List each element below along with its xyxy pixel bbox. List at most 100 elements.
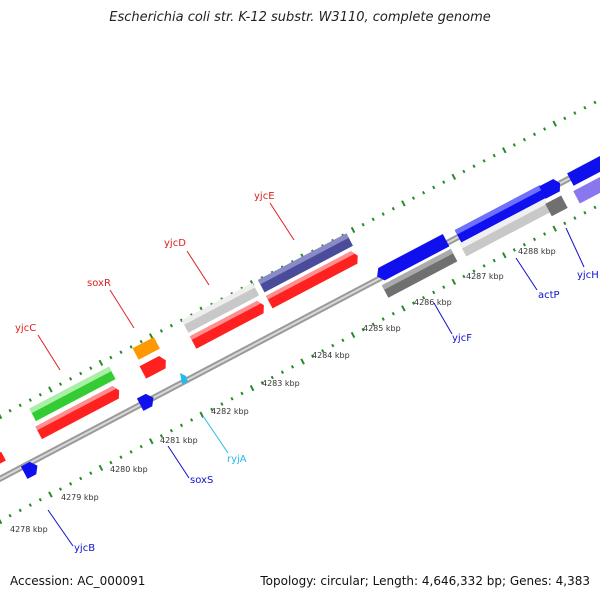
scale-tick — [361, 327, 365, 332]
scale-tick — [543, 127, 547, 131]
scale-tick — [109, 460, 113, 465]
scale-tick — [583, 105, 587, 110]
scale-tick — [573, 111, 577, 115]
scale-tick — [381, 317, 385, 321]
scale-tick — [512, 143, 516, 147]
scale-tick — [18, 508, 22, 513]
scale-label: 4288 kbp — [518, 247, 556, 256]
scale-label: 4278 kbp — [10, 525, 48, 534]
feature-red-1[interactable] — [35, 384, 122, 440]
feature-yjcD-gray[interactable] — [181, 283, 260, 333]
scale-tick — [79, 371, 83, 376]
scale-tick — [109, 355, 113, 360]
scale-tick — [350, 331, 356, 339]
feature-small-blue-arrow[interactable] — [539, 177, 563, 199]
scale-tick — [139, 339, 143, 344]
feature-dark-gray-1[interactable] — [381, 248, 458, 298]
scale-tick — [482, 264, 486, 268]
feature-yjcF-blue[interactable] — [374, 233, 450, 283]
gene-label-yjcE[interactable]: yjcE — [254, 191, 275, 202]
scale-tick — [442, 180, 446, 184]
gene-label-soxS[interactable]: soxS — [190, 475, 213, 486]
scale-tick — [522, 137, 526, 142]
scale-tick — [8, 513, 12, 518]
scale-tick — [350, 226, 356, 234]
feature-red-3[interactable] — [189, 299, 267, 349]
feature-yjcH-blue[interactable] — [567, 147, 600, 186]
feature-yjcB-blue[interactable] — [20, 459, 41, 479]
scale-tick — [159, 434, 163, 438]
scale-tick — [149, 438, 154, 445]
scale-tick — [8, 408, 12, 413]
scale-tick — [210, 407, 214, 412]
scale-tick — [28, 503, 32, 507]
feature-actP-blue[interactable] — [454, 185, 547, 243]
feature-yjcH-purple[interactable] — [573, 168, 600, 204]
feature-dark-gray-3[interactable] — [545, 195, 568, 217]
scale-tick — [381, 212, 385, 216]
scale-tick — [522, 242, 526, 247]
scale-label: 4283 kbp — [262, 379, 300, 388]
scale-tick — [311, 354, 315, 359]
feature-red-edge[interactable] — [0, 451, 6, 466]
gene-label-yjcF[interactable]: yjcF — [452, 333, 472, 344]
scale-tick — [48, 386, 53, 393]
scale-label: 4286 kbp — [414, 298, 452, 307]
scale-tick — [573, 216, 577, 220]
feature-light-gray-2[interactable] — [459, 199, 552, 257]
feature-yjcE-navy[interactable] — [257, 233, 353, 293]
scale-tick — [422, 295, 426, 300]
scale-tick — [451, 173, 457, 180]
scale-tick — [58, 487, 63, 491]
gene-label-yjcC[interactable]: yjcC — [15, 323, 36, 334]
feature-soxS-blue[interactable] — [136, 391, 157, 411]
scale-tick — [58, 382, 63, 386]
scale-tick — [502, 252, 507, 259]
scale-tick — [552, 225, 557, 232]
scale-tick — [411, 196, 416, 200]
scale-tick — [199, 411, 204, 418]
gene-label-yjcD[interactable]: yjcD — [164, 238, 186, 249]
scale-label: 4287 kbp — [466, 272, 504, 281]
scale-tick — [482, 159, 486, 163]
scale-label: 4282 kbp — [211, 407, 249, 416]
scale-tick — [451, 278, 457, 285]
scale-tick — [472, 164, 476, 168]
map-title: Escherichia coli str. K-12 substr. W3110… — [109, 10, 491, 25]
feature-ryjA-cyan[interactable] — [180, 373, 188, 384]
scale-tick — [270, 375, 274, 380]
feature-soxR-orange[interactable] — [132, 337, 160, 360]
scale-tick — [129, 345, 133, 349]
scale-label: 4284 kbp — [312, 351, 350, 360]
scale-tick — [462, 169, 466, 174]
scale-tick — [98, 359, 104, 366]
gene-label-ryjA[interactable]: ryjA — [227, 454, 247, 465]
scale-tick — [260, 381, 264, 385]
gene-label-yjcH[interactable]: yjcH — [577, 270, 599, 281]
scale-tick — [240, 391, 244, 396]
scale-tick — [69, 377, 73, 381]
gene-label-soxR[interactable]: soxR — [87, 278, 111, 289]
feature-red-2[interactable] — [139, 354, 170, 379]
feature-yjcC-green[interactable] — [29, 366, 116, 422]
scale-label: 4280 kbp — [110, 465, 148, 474]
scale-tick — [89, 471, 93, 475]
scale-tick — [563, 116, 567, 121]
scale-tick — [169, 323, 173, 328]
scale-tick — [552, 120, 557, 127]
scale-tick — [48, 491, 53, 498]
scale-tick — [0, 518, 3, 525]
gene-label-yjcB[interactable]: yjcB — [74, 543, 95, 554]
gene-label-actP[interactable]: actP — [538, 290, 560, 301]
scale-tick — [492, 258, 496, 263]
scale-tick — [38, 497, 42, 502]
scale-tick — [391, 311, 395, 316]
scale-tick — [331, 343, 335, 348]
scale-tick — [532, 132, 537, 137]
scale-tick — [492, 153, 496, 158]
feature-red-4[interactable] — [265, 249, 361, 309]
scale-tick — [249, 385, 255, 392]
scale-tick — [179, 423, 184, 428]
scale-tick — [18, 403, 22, 408]
